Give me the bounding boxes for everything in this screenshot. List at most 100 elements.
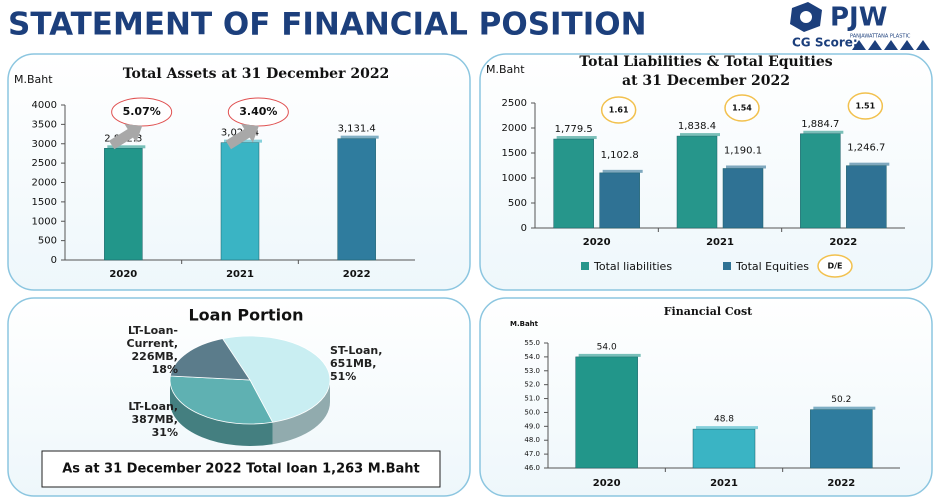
y-tick-label: 0 (521, 223, 527, 234)
logo-subtitle: PANJAWATTANA PLASTIC (850, 34, 911, 40)
y-tick-label: 1500 (32, 197, 57, 208)
bar-top (849, 162, 890, 166)
legend-label: Total Equities (735, 260, 809, 273)
x-tick-label: 2022 (343, 269, 371, 280)
ratio-badge (724, 94, 760, 122)
bar-top (340, 135, 379, 139)
legend-label: Total liabilities (593, 260, 672, 273)
growth-label: 5.07% (123, 105, 161, 118)
bar (810, 409, 873, 469)
y-tick-label: 47.0 (524, 450, 540, 458)
y-axis-label: M.Baht (14, 73, 53, 86)
y-tick-label: 49.0 (524, 422, 540, 430)
bar (575, 356, 638, 469)
y-tick-label: 2500 (502, 98, 527, 109)
bar (337, 138, 376, 261)
pie-percent: 51% (330, 370, 357, 383)
y-tick-label: 50.0 (524, 408, 540, 416)
y-tick-label: 48.0 (524, 436, 540, 444)
cg-score-label: CG Score: (792, 36, 858, 50)
legend-label: D/E (827, 262, 842, 271)
pie-label: ST-Loan, 651MB, 51% (330, 344, 382, 383)
note-box (41, 450, 441, 488)
y-tick-label: 1000 (502, 173, 527, 184)
value-label: 1,779.5 (555, 124, 593, 135)
bar-top (813, 406, 876, 410)
bar-top (556, 136, 597, 140)
bar (104, 148, 143, 261)
ratio-badge (600, 96, 637, 124)
chart-title: Total Liabilities & Total Equities (579, 54, 832, 70)
bar (800, 133, 841, 229)
x-tick-label: 2020 (583, 237, 611, 248)
ratio-label: 1.51 (855, 102, 875, 111)
pie-side (170, 380, 273, 446)
y-tick-label: 500 (508, 198, 527, 209)
bar-top (107, 145, 146, 149)
bar (553, 138, 594, 229)
ratio-badge (847, 92, 884, 120)
pie-slice (221, 335, 331, 423)
bar (676, 135, 718, 229)
value-label: 1,884.7 (801, 119, 839, 130)
y-tick-label: 2000 (32, 178, 57, 189)
bar-top (726, 165, 766, 169)
value-label: 1,102.8 (601, 150, 639, 161)
y-tick-label: 0 (51, 255, 57, 266)
pie-percent: 31% (151, 426, 178, 439)
bar (220, 142, 260, 261)
bar-top (803, 130, 844, 134)
value-label: 1,246.7 (847, 143, 885, 154)
pie-category: ST-Loan, (330, 344, 383, 357)
y-tick-label: 55.0 (524, 339, 540, 347)
y-tick-label: 53.0 (524, 367, 540, 375)
bar-top (696, 426, 758, 430)
legend-swatch (581, 262, 589, 270)
chart-title: Financial Cost (664, 305, 753, 318)
pie-side (272, 380, 330, 445)
x-tick-label: 2020 (109, 269, 137, 280)
x-tick-label: 2022 (829, 237, 857, 248)
value-label: 1,190.1 (724, 145, 762, 156)
ratio-label: 1.61 (609, 106, 629, 115)
legend-ratio-badge (817, 254, 853, 278)
x-tick-label: 2021 (706, 237, 734, 248)
bar-top (680, 133, 720, 137)
y-tick-label: 2500 (32, 158, 57, 169)
y-axis-label: M.Baht (486, 63, 525, 76)
chart-title: at 31 December 2022 (622, 73, 790, 89)
legend-swatch (723, 262, 731, 270)
y-tick-label: 1500 (502, 148, 527, 159)
growth-arrow (109, 124, 143, 150)
pie-label: LT-Loan- Current, 226MB, 18% (118, 324, 178, 376)
value-label: 3,131.4 (338, 124, 376, 135)
bar (846, 165, 887, 229)
y-axis-label: M.Baht (510, 320, 539, 328)
value-label: 54.0 (597, 342, 617, 352)
y-tick-label: 3000 (32, 139, 57, 150)
chart-title: Loan Portion (188, 306, 303, 325)
growth-label: 3.40% (239, 105, 277, 118)
pie-amount: 226MB, (131, 350, 178, 363)
pie-slice (169, 338, 251, 381)
y-tick-label: 54.0 (524, 353, 540, 361)
cg-score-icons (852, 40, 930, 50)
y-tick-label: 500 (38, 236, 57, 247)
y-tick-label: 2000 (502, 123, 527, 134)
x-tick-label: 2021 (710, 478, 738, 489)
ratio-label: 1.54 (732, 104, 752, 113)
pie-category: LT-Loan, (128, 400, 178, 413)
x-tick-label: 2022 (827, 478, 855, 489)
y-tick-label: 46.0 (524, 464, 540, 472)
pie-label: LT-Loan, 387MB, 31% (118, 400, 178, 439)
pie-category: LT-Loan- Current, (126, 324, 178, 350)
bar (599, 172, 640, 229)
value-label: 50.2 (831, 395, 851, 405)
y-tick-label: 51.0 (524, 395, 540, 403)
slide-title: STATEMENT OF FINANCIAL POSITION (8, 7, 647, 43)
bar-top (602, 169, 643, 173)
x-tick-label: 2020 (593, 478, 621, 489)
logo-icon-hole (800, 11, 812, 23)
